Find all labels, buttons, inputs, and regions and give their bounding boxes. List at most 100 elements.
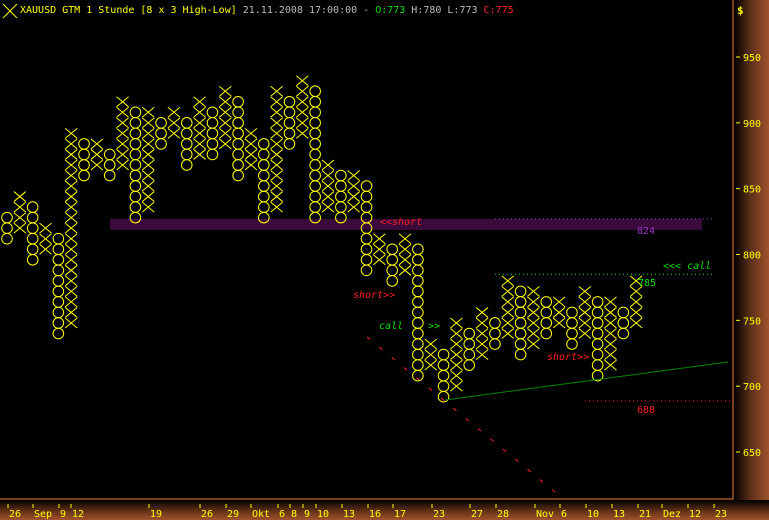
x-box [604, 328, 617, 339]
pf-column-o [617, 306, 630, 340]
o-box [309, 127, 321, 140]
x-box [373, 243, 386, 255]
x-stroke [629, 307, 643, 318]
o-box [412, 285, 424, 298]
o-box [309, 190, 321, 203]
o-box [360, 190, 373, 203]
x-stroke [475, 307, 489, 318]
x-stroke [64, 212, 78, 224]
x-stroke [218, 117, 232, 129]
x-stroke [141, 149, 155, 160]
x-box [64, 243, 78, 255]
pf-column-x [347, 170, 361, 213]
x-box [373, 233, 386, 245]
x-stroke [116, 117, 129, 129]
pf-column-o [463, 327, 476, 371]
x-box [450, 328, 463, 339]
support-trendline [444, 361, 729, 401]
x-stroke [141, 117, 155, 129]
x-stroke [64, 201, 78, 213]
x-stroke [527, 317, 540, 329]
o-box [26, 211, 39, 224]
x-box [398, 243, 412, 255]
x-stroke [295, 75, 309, 87]
pf-column-o [437, 348, 450, 403]
x-stroke [347, 191, 361, 202]
x-box [218, 85, 232, 97]
x-stroke [321, 159, 335, 171]
x-tick-label: 12 [72, 509, 84, 520]
x-stroke [141, 127, 155, 139]
o-box [360, 243, 373, 256]
x-stroke [398, 254, 412, 266]
o-box [566, 317, 578, 329]
o-box [232, 138, 244, 150]
x-box [552, 296, 566, 308]
pf-column-x [450, 317, 463, 392]
o-box [206, 138, 219, 150]
x-box [321, 180, 335, 192]
x-stroke [552, 307, 566, 318]
o-box [52, 275, 65, 287]
x-box [450, 317, 463, 329]
o-box [335, 180, 347, 192]
x-box [39, 243, 52, 255]
x-box [450, 349, 463, 360]
o-box [180, 159, 193, 171]
x-tick-label: 19 [150, 509, 162, 520]
o-box [591, 317, 604, 329]
level-785-label: 785 [638, 278, 656, 289]
o-box [232, 95, 244, 108]
o-box [591, 348, 604, 361]
x-box [64, 180, 78, 192]
x-stroke [64, 222, 78, 234]
x-tick-label: 28 [497, 509, 509, 520]
x-stroke [193, 106, 206, 118]
x-box [527, 328, 540, 339]
pf-column-o [258, 138, 270, 224]
pf-column-x [218, 85, 232, 150]
x-box [64, 138, 78, 150]
x-tick-label: 9 [304, 509, 310, 520]
pf-column-x [552, 296, 566, 329]
o-box [78, 169, 90, 182]
x-tick-label: 26 [9, 509, 21, 520]
x-tick-label: 23 [715, 509, 727, 520]
pf-column-x [39, 222, 52, 255]
x-stroke [629, 317, 643, 329]
x-box [64, 212, 78, 224]
x-stroke [270, 170, 283, 181]
o-box [103, 148, 116, 161]
x-stroke [244, 138, 258, 150]
o-box [412, 275, 424, 287]
o-box [412, 264, 424, 277]
x-box [116, 138, 129, 150]
x-stroke [244, 159, 258, 171]
x-box [295, 85, 309, 97]
x-stroke [578, 328, 592, 339]
x-stroke [295, 106, 309, 118]
x-box [64, 264, 78, 276]
x-stroke [604, 307, 617, 318]
o-box [437, 380, 450, 392]
x-box [218, 96, 232, 108]
o-box [335, 169, 347, 182]
x-stroke [527, 285, 540, 297]
o-box [412, 296, 424, 308]
x-box [193, 127, 206, 139]
x-box [244, 127, 258, 139]
pf-column-o [386, 243, 399, 287]
x-box [475, 307, 489, 318]
x-stroke [244, 127, 258, 139]
x-stroke [552, 296, 566, 308]
y-tick-label: 850 [743, 185, 761, 196]
x-box [90, 159, 104, 171]
x-stroke [475, 338, 489, 350]
x-box [398, 264, 412, 276]
plot-area[interactable] [0, 0, 734, 500]
x-stroke [193, 117, 206, 129]
x-box [270, 138, 283, 150]
x-box [64, 296, 78, 308]
x-box [64, 159, 78, 171]
o-box [129, 106, 142, 119]
